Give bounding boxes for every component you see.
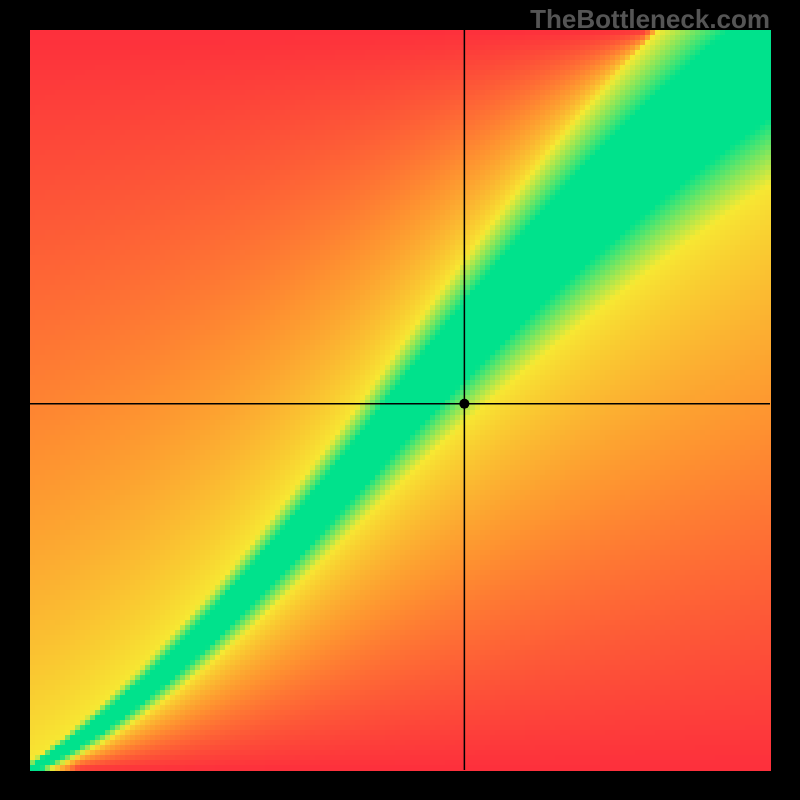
watermark-text: TheBottleneck.com xyxy=(530,4,770,35)
bottleneck-heatmap xyxy=(0,0,800,800)
